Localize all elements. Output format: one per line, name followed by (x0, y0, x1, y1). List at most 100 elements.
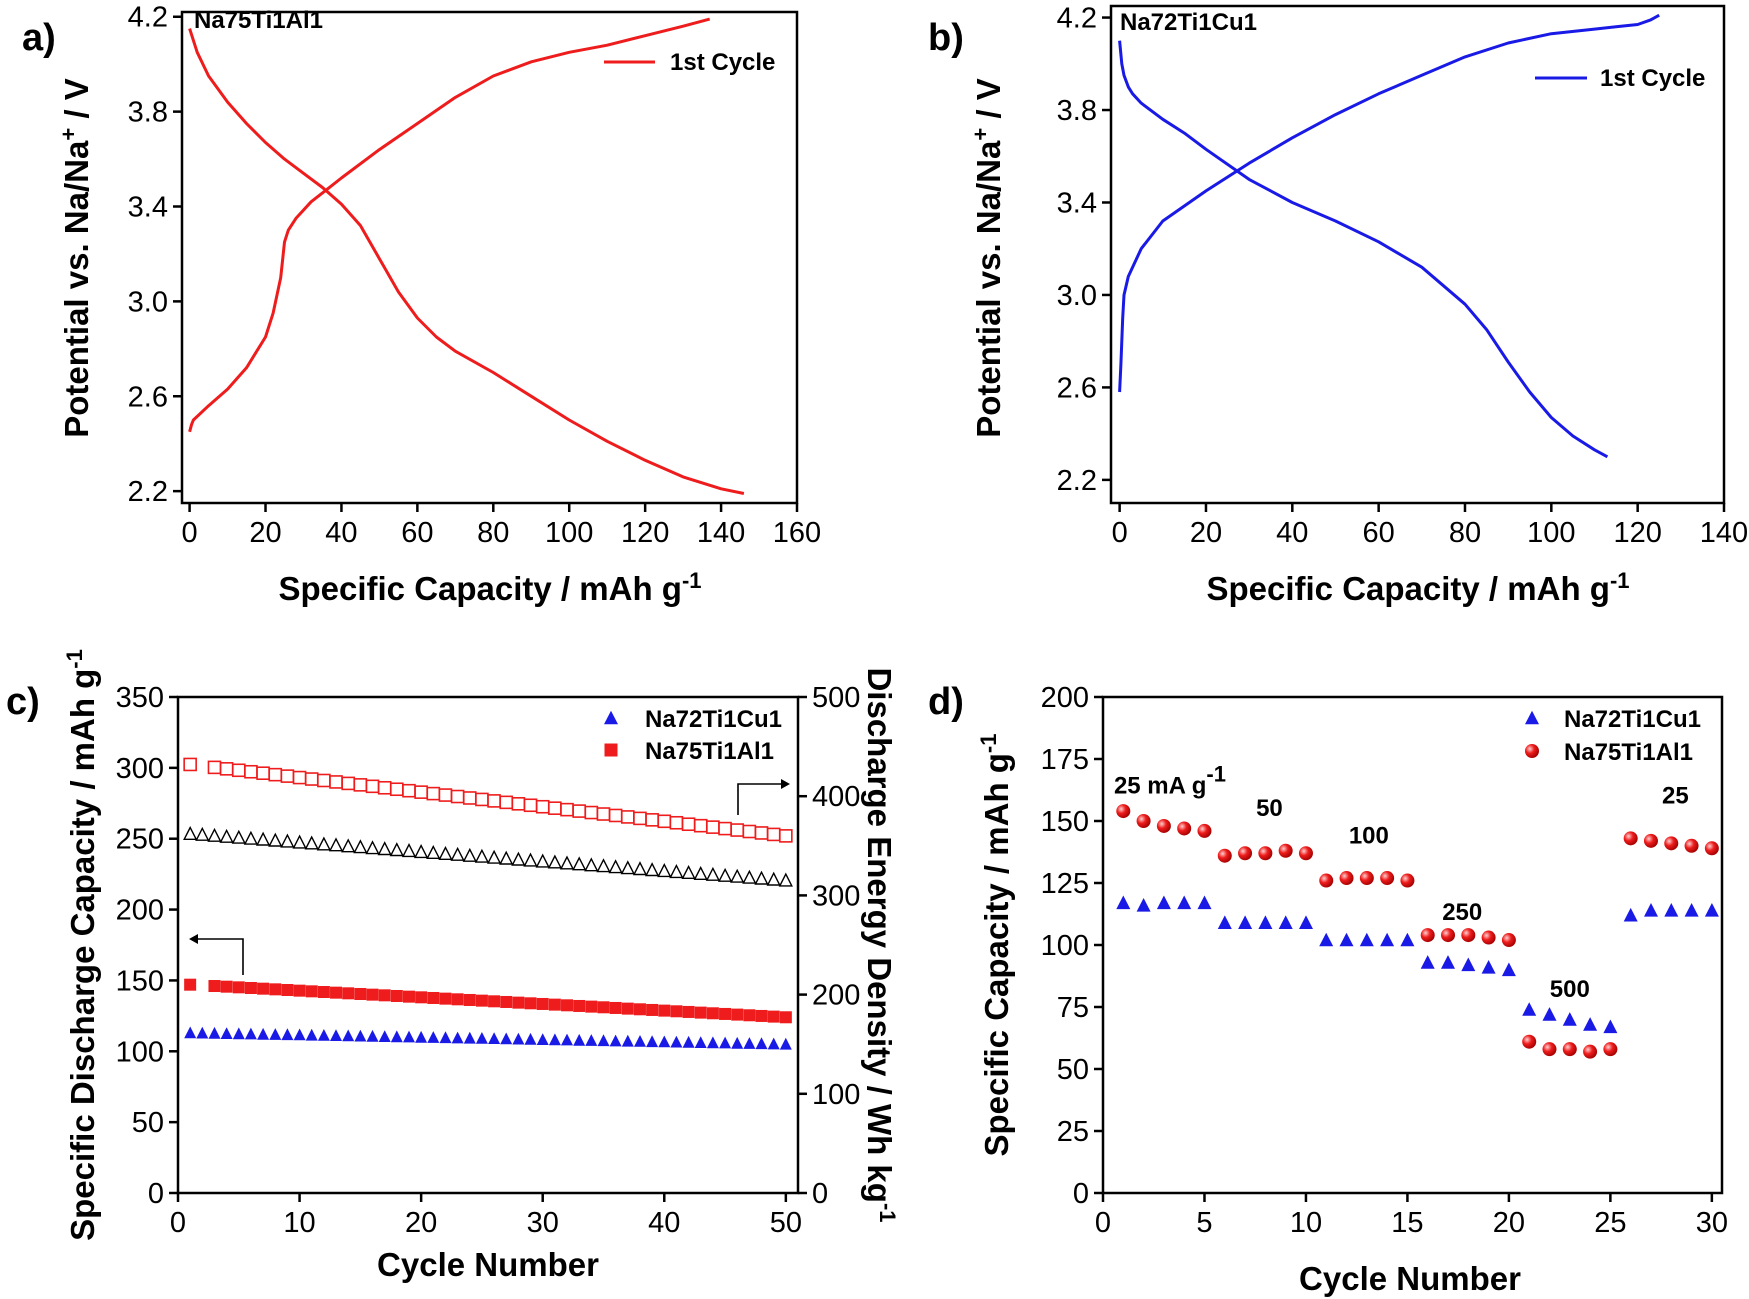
panel-c-point (694, 1006, 707, 1019)
panel-c-point (718, 821, 732, 836)
panel-b-ylabel-main: Potential vs. Na/Na (970, 140, 1007, 438)
panel-c-point (317, 773, 331, 788)
panel-c-point (670, 1005, 683, 1018)
panel-d-point (1278, 843, 1293, 858)
panel-d-point (1197, 823, 1212, 838)
panel-c-point (767, 1037, 780, 1050)
panel-d-legend-label: Na72Ti1Cu1 (1564, 706, 1701, 733)
panel-c-legend-marker (604, 743, 618, 757)
panel-b-xtick-label: 0 (1112, 517, 1128, 549)
panel-c-point (657, 863, 672, 878)
panel-a-xlabel-main: Specific Capacity / mAh g (278, 570, 681, 607)
panel-c-point (754, 870, 769, 885)
panel-c-point (257, 1027, 270, 1040)
panel-c-y2tick-label: 0 (812, 1178, 828, 1210)
panel-a-label: a) (22, 17, 56, 59)
panel-a-series-line (188, 17, 711, 433)
panel-c-point (730, 823, 745, 837)
panel-d-xlabel: Cycle Number (1299, 1260, 1521, 1297)
panel-c-point (292, 770, 307, 785)
panel-d-point (1623, 831, 1638, 846)
panel-d-point (1501, 962, 1516, 977)
panel-d-point (1258, 915, 1273, 929)
panel-b-ytick-label: 4.2 (1057, 3, 1097, 35)
panel-c-point (560, 802, 574, 817)
panel-d-ytick-label: 125 (1041, 868, 1089, 900)
panel-c-point (755, 1037, 768, 1050)
panel-c-point (717, 867, 733, 882)
panel-c-y2label: Discharge Energy Density / Wh kg-1 (861, 667, 900, 1222)
panel-c-point (620, 860, 635, 875)
panel-c-right-arrow (737, 783, 784, 815)
panel-d-point (1136, 898, 1151, 912)
panel-c-point (377, 841, 392, 856)
panel-c-point (634, 1035, 646, 1047)
panel-b-ytick-label: 2.6 (1057, 372, 1097, 404)
panel-c-y2label-main: Discharge Energy Density / Wh kg (861, 667, 898, 1202)
panel-c-point (426, 844, 441, 859)
panel-c-y2tick-label: 300 (812, 880, 860, 912)
panel-a-ytick-label: 3.4 (128, 192, 168, 224)
panel-d-xtick-label: 10 (1290, 1207, 1322, 1239)
panel-c-point (693, 865, 708, 880)
panel-a-xlabel-sup: -1 (682, 568, 702, 593)
panel-d-point (1562, 1012, 1577, 1026)
panel-d-point (1704, 903, 1719, 917)
panel-b-xtick-label: 40 (1276, 517, 1308, 549)
panel-c-point (486, 849, 502, 864)
panel-d-annotation: 250 (1442, 899, 1482, 926)
panel-c-ytick-label: 300 (116, 753, 164, 785)
panel-d-annotation: 500 (1550, 976, 1590, 1003)
panel-c-legend-label: Na72Ti1Cu1 (645, 706, 782, 733)
panel-c-xlabel: Cycle Number (377, 1246, 599, 1283)
panel-d-point (1359, 871, 1374, 886)
panel-c-point (742, 869, 757, 884)
panel-c-point (573, 999, 586, 1012)
panel-d-point (1217, 848, 1232, 863)
panel-c-point (255, 831, 271, 846)
panel-c-point (584, 857, 599, 872)
panel-d-annotation: 100 (1349, 822, 1389, 849)
panel-d-point (1603, 1042, 1618, 1057)
panel-c-point (365, 840, 380, 855)
panel-c-point (463, 993, 476, 1006)
panel-c-point (681, 864, 696, 879)
panel-d-point (1684, 903, 1699, 917)
panel-c-point (596, 807, 611, 821)
panel-d-ytick-label: 200 (1041, 682, 1089, 714)
panel-c-ytick-label: 100 (116, 1036, 164, 1068)
panel-c-point (511, 797, 526, 811)
panel-a-ytick-label: 3.0 (128, 286, 168, 318)
panel-c-point (316, 836, 332, 851)
panel-d-point (1542, 1042, 1557, 1057)
panel-c-point (633, 1003, 646, 1016)
panel-d-point (1238, 915, 1253, 929)
panel-c-ytick-label: 250 (116, 824, 164, 856)
panel-c-point (341, 838, 356, 853)
panel-c-point (439, 1031, 452, 1044)
panel-b-ylabel-sup: + (968, 128, 993, 141)
panel-c-point (196, 1026, 209, 1039)
panel-c-point (293, 984, 306, 997)
panel-c-point (329, 775, 343, 789)
panel-c-point (184, 1026, 197, 1039)
panel-a-frame (180, 10, 799, 505)
panel-c-point (220, 980, 233, 993)
panel-c-point (742, 824, 757, 839)
panel-c-point (305, 985, 318, 998)
panel-d-point (1197, 895, 1212, 910)
panel-c-xtick-label: 20 (405, 1207, 437, 1239)
panel-c-point (523, 852, 538, 867)
panel-c-point (597, 1034, 610, 1047)
panel-a-title: Na75Ti1Al1 (194, 7, 323, 34)
panel-c-point (402, 783, 416, 798)
panel-c-point (548, 801, 562, 815)
panel-c-point (779, 829, 793, 843)
panel-b-ylabel-suffix: / V (970, 78, 1007, 128)
panel-c-xtick-label: 40 (648, 1207, 680, 1239)
panel-c-point (682, 1005, 695, 1018)
panel-c-point (390, 782, 404, 797)
panel-a-series-line (188, 28, 745, 495)
panel-d-point (1400, 873, 1415, 888)
